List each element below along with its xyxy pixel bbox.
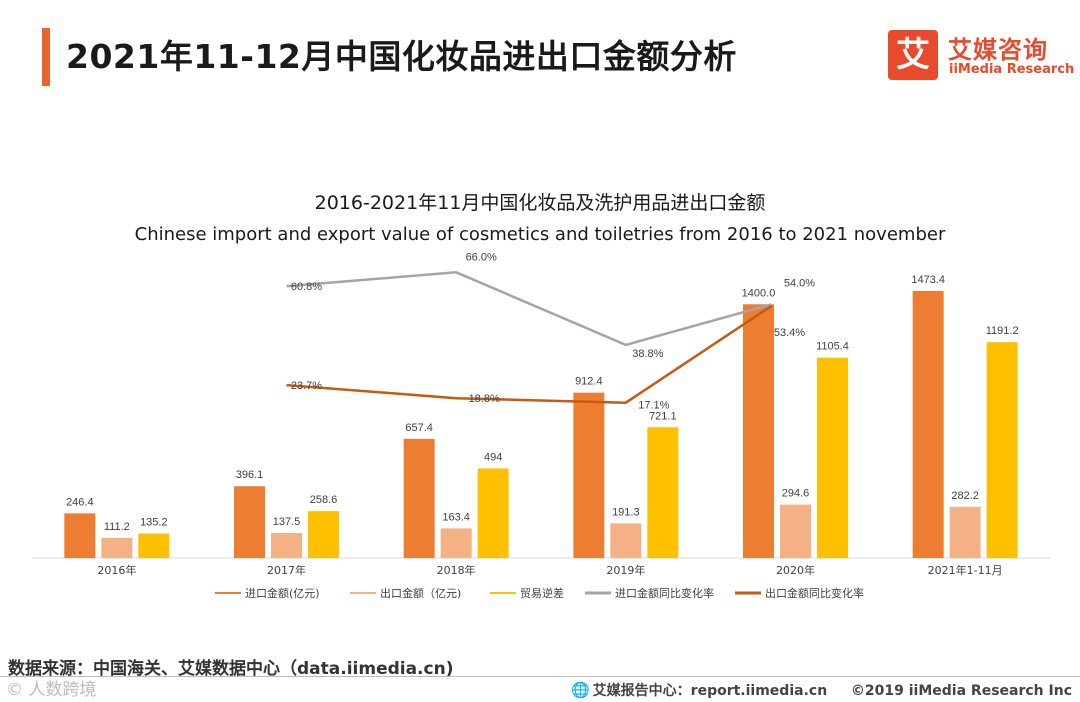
line-data-label: 18.8% bbox=[469, 393, 500, 405]
bar-data-label: 1191.2 bbox=[986, 325, 1019, 337]
bar-data-label: 258.6 bbox=[310, 494, 338, 506]
logo-text-cn: 艾媒咨询 bbox=[948, 36, 1048, 64]
bar-3 bbox=[986, 342, 1018, 558]
line-data-label: 54.0% bbox=[784, 277, 815, 289]
line-series-2 bbox=[286, 304, 773, 404]
report-center-link[interactable]: 艾媒报告中心：report.iimedia.cn bbox=[592, 683, 828, 699]
legend-label-2: 出口金额（亿元) bbox=[380, 586, 461, 600]
x-tick-label: 2016年 bbox=[97, 563, 136, 577]
bar-data-label: 111.2 bbox=[104, 521, 130, 533]
bar-data-label: 912.4 bbox=[575, 376, 603, 388]
chart-subtitle: Chinese import and export value of cosme… bbox=[134, 224, 946, 245]
legend-label-1: 进口金额(亿元) bbox=[245, 586, 320, 600]
line-data-label: 53.4% bbox=[774, 327, 805, 339]
bar-2 bbox=[949, 506, 981, 558]
bar-data-label: 721.1 bbox=[649, 410, 677, 422]
bar-3 bbox=[138, 533, 170, 558]
bar-1 bbox=[403, 438, 435, 558]
x-tick-label: 2021年1-11月 bbox=[928, 563, 1003, 577]
logo-mark-icon: 艾 bbox=[888, 30, 938, 80]
line-data-label: 38.8% bbox=[632, 348, 663, 360]
x-tick-label: 2020年 bbox=[776, 563, 815, 577]
bar-data-label: 1105.4 bbox=[816, 341, 849, 353]
title-accent-bar bbox=[42, 28, 50, 86]
bar-data-label: 494 bbox=[484, 451, 502, 463]
bar-2 bbox=[440, 528, 472, 558]
bar-data-label: 294.6 bbox=[782, 488, 810, 500]
bar-data-label: 657.4 bbox=[405, 422, 433, 434]
bar-1 bbox=[912, 291, 944, 558]
legend-label-5: 出口金额同比变化率 bbox=[765, 586, 864, 600]
legend-label-4: 进口金额同比变化率 bbox=[615, 586, 714, 600]
bar-data-label: 1473.4 bbox=[911, 274, 945, 286]
bar-1 bbox=[64, 513, 96, 558]
x-tick-label: 2018年 bbox=[437, 563, 476, 577]
bar-2 bbox=[610, 523, 642, 558]
bar-1 bbox=[573, 392, 605, 558]
bar-data-label: 163.4 bbox=[442, 511, 470, 523]
x-tick-label: 2017年 bbox=[267, 563, 306, 577]
page-title: 2021年11-12月中国化妆品进出口金额分析 bbox=[66, 37, 737, 76]
brand-logo: 艾 艾媒咨询 iiMedia Research bbox=[888, 30, 1074, 82]
bar-data-label: 191.3 bbox=[612, 506, 640, 518]
bar-1 bbox=[743, 304, 774, 558]
bar-data-label: 282.2 bbox=[951, 490, 979, 502]
x-tick-label: 2019年 bbox=[606, 563, 645, 577]
bar-1 bbox=[234, 486, 265, 558]
watermark: © 人数跨境 bbox=[6, 680, 97, 700]
bar-3 bbox=[647, 427, 679, 558]
line-data-label: 60.8% bbox=[291, 281, 322, 293]
bar-data-label: 396.1 bbox=[236, 469, 264, 481]
legend-label-3: 贸易逆差 bbox=[520, 586, 564, 600]
bar-3 bbox=[477, 468, 509, 558]
line-series-1 bbox=[286, 271, 772, 347]
bar-data-label: 135.2 bbox=[140, 516, 168, 528]
footer-info: 🌐 艾媒报告中心：report.iimedia.cn ©2019 iiMedia … bbox=[571, 680, 1072, 700]
line-data-label: 23.7% bbox=[291, 380, 322, 392]
copyright: ©2019 iiMedia Research Inc bbox=[850, 683, 1072, 699]
bar-3 bbox=[308, 511, 339, 558]
chart-title: 2016-2021年11月中国化妆品及洗护用品进出口金额 bbox=[314, 192, 766, 214]
bar-2 bbox=[780, 504, 811, 558]
logo-text-en: iiMedia Research bbox=[949, 62, 1075, 77]
globe-icon: 🌐 bbox=[570, 681, 590, 699]
data-source: 数据来源：中国海关、艾媒数据中心（data.iimedia.cn) bbox=[8, 659, 454, 679]
bar-2 bbox=[101, 537, 133, 558]
footer-divider bbox=[0, 676, 1080, 677]
line-data-label: 17.1% bbox=[638, 400, 669, 412]
line-data-label: 66.0% bbox=[466, 251, 497, 263]
bar-3 bbox=[817, 357, 848, 558]
bar-2 bbox=[271, 533, 302, 558]
bar-data-label: 246.4 bbox=[66, 496, 94, 508]
bar-data-label: 1400.0 bbox=[742, 287, 776, 299]
bar-data-label: 137.5 bbox=[273, 516, 301, 528]
